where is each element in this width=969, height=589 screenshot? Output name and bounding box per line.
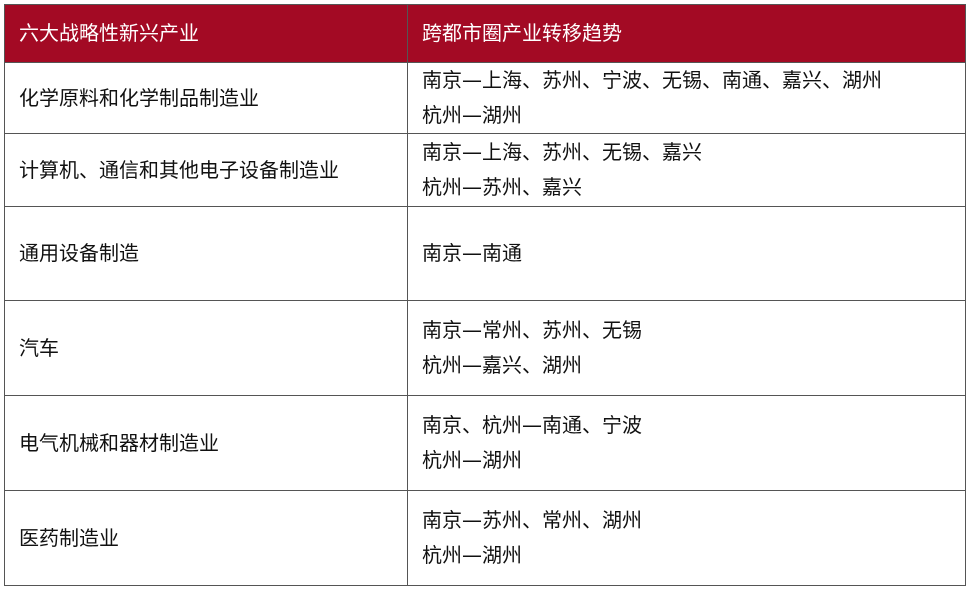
trend-cell: 南京、杭州—南通、宁波 杭州—湖州 bbox=[407, 395, 966, 491]
header-industry: 六大战略性新兴产业 bbox=[4, 4, 408, 63]
trend-cell: 南京—上海、苏州、无锡、嘉兴 杭州—苏州、嘉兴 bbox=[407, 133, 966, 207]
trend-line: 杭州—苏州、嘉兴 bbox=[422, 175, 582, 199]
table-row: 通用设备制造 南京—南通 bbox=[4, 206, 966, 301]
table-row: 计算机、通信和其他电子设备制造业 南京—上海、苏州、无锡、嘉兴 杭州—苏州、嘉兴 bbox=[4, 133, 966, 207]
trend-cell: 南京—苏州、常州、湖州 杭州—湖州 bbox=[407, 490, 966, 586]
trend-line: 杭州—湖州 bbox=[422, 448, 522, 472]
industry-cell: 医药制造业 bbox=[4, 490, 408, 586]
table-row: 化学原料和化学制品制造业 南京—上海、苏州、宁波、无锡、南通、嘉兴、湖州 杭州—湖… bbox=[4, 62, 966, 134]
trend-line: 南京、杭州—南通、宁波 bbox=[422, 413, 642, 437]
trend-cell: 南京—常州、苏州、无锡 杭州—嘉兴、湖州 bbox=[407, 300, 966, 396]
trend-line: 南京—常州、苏州、无锡 bbox=[422, 318, 642, 342]
industry-cell: 化学原料和化学制品制造业 bbox=[4, 62, 408, 134]
trend-line: 南京—上海、苏州、宁波、无锡、南通、嘉兴、湖州 bbox=[422, 68, 882, 92]
table-header-row: 六大战略性新兴产业 跨都市圈产业转移趋势 bbox=[4, 4, 966, 63]
industry-cell: 电气机械和器材制造业 bbox=[4, 395, 408, 491]
industry-transfer-table: 六大战略性新兴产业 跨都市圈产业转移趋势 化学原料和化学制品制造业 南京—上海、… bbox=[4, 4, 966, 586]
trend-line: 南京—苏州、常州、湖州 bbox=[422, 508, 642, 532]
trend-cell: 南京—上海、苏州、宁波、无锡、南通、嘉兴、湖州 杭州—湖州 bbox=[407, 62, 966, 134]
industry-cell: 计算机、通信和其他电子设备制造业 bbox=[4, 133, 408, 207]
trend-line: 杭州—嘉兴、湖州 bbox=[422, 353, 582, 377]
table-row: 医药制造业 南京—苏州、常州、湖州 杭州—湖州 bbox=[4, 490, 966, 586]
table-row: 电气机械和器材制造业 南京、杭州—南通、宁波 杭州—湖州 bbox=[4, 395, 966, 491]
header-trend: 跨都市圈产业转移趋势 bbox=[407, 4, 966, 63]
industry-cell: 通用设备制造 bbox=[4, 206, 408, 301]
table-row: 汽车 南京—常州、苏州、无锡 杭州—嘉兴、湖州 bbox=[4, 300, 966, 396]
trend-line: 南京—上海、苏州、无锡、嘉兴 bbox=[422, 140, 702, 164]
trend-cell: 南京—南通 bbox=[407, 206, 966, 301]
trend-line: 南京—南通 bbox=[422, 241, 522, 265]
industry-cell: 汽车 bbox=[4, 300, 408, 396]
trend-line: 杭州—湖州 bbox=[422, 543, 522, 567]
trend-line: 杭州—湖州 bbox=[422, 103, 522, 127]
